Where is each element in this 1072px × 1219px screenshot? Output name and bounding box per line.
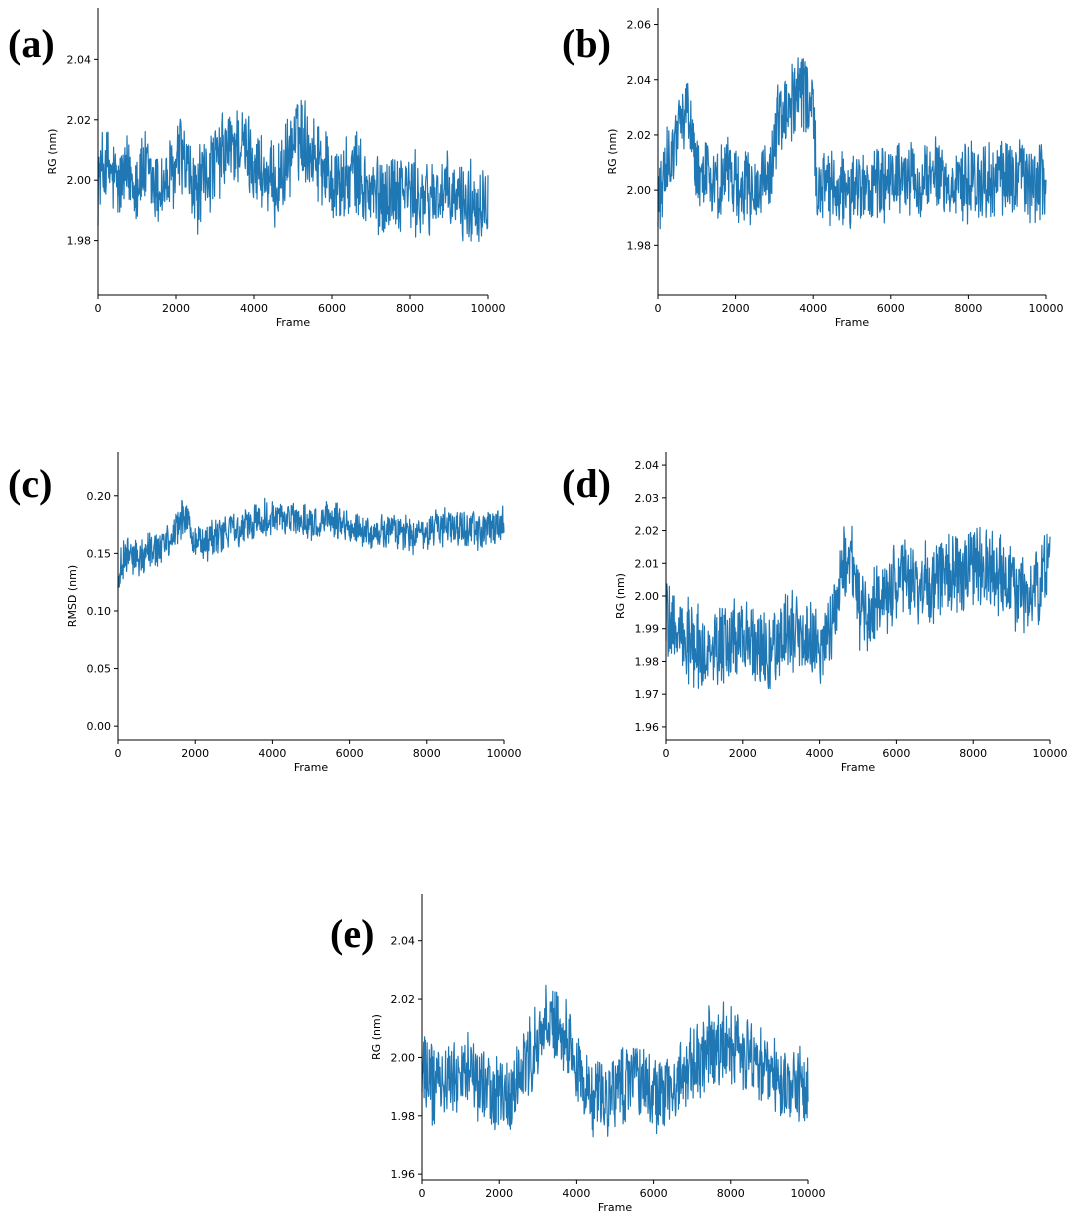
- series-line: [657, 57, 1047, 230]
- x-tick-label: 0: [419, 1187, 426, 1200]
- y-tick-label: 1.96: [635, 721, 660, 734]
- panel-label-e: (e): [330, 911, 375, 956]
- x-axis-title: Frame: [294, 761, 329, 774]
- x-tick-label: 0: [95, 302, 102, 315]
- y-tick-label: 2.00: [635, 590, 660, 603]
- x-tick-label: 8000: [396, 302, 424, 315]
- series-line: [665, 525, 1051, 690]
- x-tick-label: 6000: [336, 747, 364, 760]
- x-tick-label: 10000: [1029, 302, 1064, 315]
- panel-a: (a) 0 2000 4000 6000 8000 10000 1.98 2.00 2.02 2.…: [0, 0, 506, 340]
- y-tick-label: 0.20: [87, 490, 112, 503]
- y-tick-label: 2.02: [627, 129, 652, 142]
- y-tick-label: 2.06: [627, 19, 652, 32]
- x-tick-label: 10000: [487, 747, 522, 760]
- x-tick-label: 8000: [413, 747, 441, 760]
- y-tick-label: 1.98: [67, 235, 92, 248]
- y-axis-title: RG (nm): [370, 1014, 383, 1060]
- x-tick-label: 10000: [1033, 747, 1068, 760]
- y-tick-label: 1.98: [627, 239, 652, 252]
- y-tick-label: 2.04: [391, 935, 416, 948]
- x-tick-label: 10000: [791, 1187, 826, 1200]
- y-tick-label: 2.00: [391, 1051, 416, 1064]
- y-axis-title: RG (nm): [614, 573, 627, 619]
- x-tick-label: 2000: [729, 747, 757, 760]
- x-tick-label: 8000: [717, 1187, 745, 1200]
- y-tick-label: 1.98: [635, 655, 660, 668]
- x-tick-label: 0: [115, 747, 122, 760]
- panel-label-a: (a): [8, 21, 55, 66]
- series-line: [97, 99, 489, 242]
- y-tick-label: 2.04: [67, 53, 92, 66]
- x-axis-title: Frame: [598, 1201, 633, 1214]
- y-axis-title: RMSD (nm): [66, 565, 79, 627]
- x-tick-label: 4000: [562, 1187, 590, 1200]
- panel-b: (b) 0 2000 4000 6000 8000 10000 1.98 2.00 2.02 2.…: [560, 0, 1072, 340]
- y-tick-label: 2.02: [635, 525, 660, 538]
- x-tick-label: 4000: [799, 302, 827, 315]
- y-tick-label: 0.00: [87, 720, 112, 733]
- x-tick-label: 6000: [877, 302, 905, 315]
- chart-b: 0 2000 4000 6000 8000 10000 1.98 2.00 2.02 2.04 2.…: [606, 8, 1064, 329]
- y-tick-label: 1.97: [635, 688, 660, 701]
- y-tick-label: 0.05: [87, 663, 112, 676]
- y-tick-label: 0.10: [87, 605, 112, 618]
- x-tick-label: 10000: [471, 302, 506, 315]
- chart-d: 0 2000 4000 6000 8000 10000 1.96 1.97 1.98 1.99 2.…: [614, 452, 1068, 774]
- x-tick-label: 4000: [240, 302, 268, 315]
- x-tick-label: 2000: [722, 302, 750, 315]
- x-axis-title: Frame: [841, 761, 876, 774]
- panel-c: (c) 0 2000 4000 6000 8000 10000 0.00 0.05 0.10 0.…: [0, 440, 522, 780]
- y-tick-label: 2.00: [67, 174, 92, 187]
- x-tick-label: 8000: [954, 302, 982, 315]
- x-tick-label: 6000: [882, 747, 910, 760]
- y-tick-label: 1.99: [635, 623, 660, 636]
- panel-e: (e) 0 2000 4000 6000 8000 10000 1.96 1.98 2.00 2.…: [320, 882, 840, 1219]
- x-tick-label: 6000: [318, 302, 346, 315]
- y-axis-title: RG (nm): [606, 129, 619, 175]
- x-axis-title: Frame: [835, 316, 870, 329]
- y-tick-label: 2.03: [635, 492, 660, 505]
- chart-a: 0 2000 4000 6000 8000 10000 1.98 2.00 2.02 2.04 Fr…: [46, 8, 506, 329]
- x-axis-title: Frame: [276, 316, 311, 329]
- y-tick-label: 2.01: [635, 557, 660, 570]
- x-tick-label: 2000: [162, 302, 190, 315]
- y-tick-label: 2.02: [391, 993, 416, 1006]
- chart-e: 0 2000 4000 6000 8000 10000 1.96 1.98 2.00 2.02 2.…: [370, 894, 826, 1214]
- series-line: [421, 984, 809, 1138]
- panel-label-c: (c): [8, 461, 53, 506]
- x-tick-label: 6000: [640, 1187, 668, 1200]
- y-tick-label: 2.02: [67, 114, 92, 127]
- y-tick-label: 1.98: [391, 1110, 416, 1123]
- x-tick-label: 0: [663, 747, 670, 760]
- x-tick-label: 4000: [806, 747, 834, 760]
- panel-label-b: (b): [562, 21, 611, 66]
- y-axis-title: RG (nm): [46, 129, 59, 175]
- y-tick-label: 1.96: [391, 1168, 416, 1181]
- series-line: [117, 497, 505, 589]
- x-tick-label: 0: [655, 302, 662, 315]
- panel-d: (d) 0 2000 4000 6000 8000 10000 1.96 1.97 1.98 1.…: [560, 440, 1072, 780]
- y-tick-label: 0.15: [87, 547, 112, 560]
- x-tick-label: 2000: [181, 747, 209, 760]
- x-tick-label: 2000: [485, 1187, 513, 1200]
- y-tick-label: 2.00: [627, 184, 652, 197]
- x-tick-label: 8000: [959, 747, 987, 760]
- y-tick-label: 2.04: [635, 459, 660, 472]
- panel-label-d: (d): [562, 461, 611, 506]
- y-tick-label: 2.04: [627, 74, 652, 87]
- chart-c: 0 2000 4000 6000 8000 10000 0.00 0.05 0.10 0.15 0.…: [66, 452, 522, 774]
- x-tick-label: 4000: [258, 747, 286, 760]
